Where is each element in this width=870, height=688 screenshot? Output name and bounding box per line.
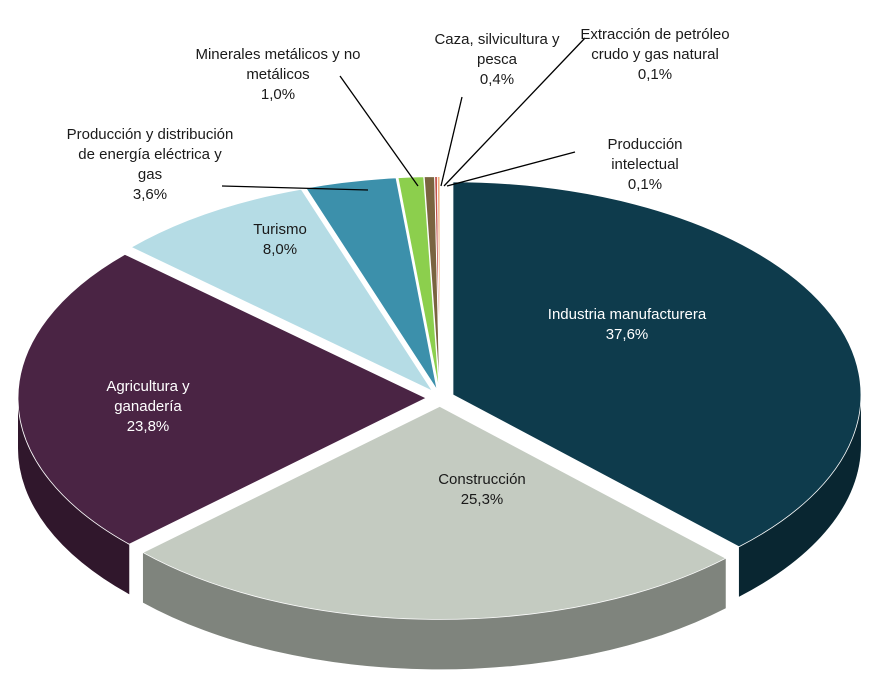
slice xyxy=(397,176,440,390)
slice-label: Caza, silvicultura y pesca 0,4% xyxy=(422,30,572,90)
category-name: Minerales metálicos y no metálicos xyxy=(195,46,361,83)
slice-label: Construcción 25,3% xyxy=(412,470,552,510)
value-label: 8,0% xyxy=(262,241,298,258)
slice xyxy=(452,181,862,548)
category-name: Turismo xyxy=(253,221,307,238)
category-name: Agricultura y ganadería xyxy=(106,378,190,415)
value-label: 0,1% xyxy=(627,176,663,193)
slice-label: Producción y distribución de energía elé… xyxy=(65,125,235,205)
leader-line xyxy=(339,75,419,187)
category-name: Caza, silvicultura y pesca xyxy=(434,31,560,68)
value-label: 3,6% xyxy=(132,186,168,203)
category-name: Producción y distribución de energía elé… xyxy=(66,126,234,183)
slice xyxy=(142,405,727,620)
value-label: 37,6% xyxy=(605,326,649,343)
value-label: 1,0% xyxy=(260,86,296,103)
slice-label: Extracción de petróleo crudo y gas natur… xyxy=(570,25,740,85)
value-label: 0,4% xyxy=(479,71,515,88)
leader-line xyxy=(446,151,576,187)
slice-shade xyxy=(142,552,726,670)
slice-label: Minerales metálicos y no metálicos 1,0% xyxy=(188,45,368,105)
category-name: Construcción xyxy=(438,471,526,488)
slice-label: Turismo 8,0% xyxy=(230,220,330,260)
leader-line xyxy=(221,185,369,191)
value-label: 25,3% xyxy=(460,491,504,508)
slice-shade xyxy=(18,398,130,595)
leader-line xyxy=(440,96,463,187)
tops xyxy=(17,176,862,620)
slice-label: Producción intelectual 0,1% xyxy=(585,135,705,195)
slice xyxy=(17,253,427,545)
category-name: Producción intelectual xyxy=(607,136,683,173)
slice-side xyxy=(738,394,861,597)
slice xyxy=(436,176,441,390)
leader-line xyxy=(443,37,586,187)
slice-side xyxy=(18,398,130,595)
slice xyxy=(130,188,434,392)
value-label: 23,8% xyxy=(126,418,170,435)
category-name: Industria manufacturera xyxy=(547,306,707,323)
walls xyxy=(18,394,861,670)
slice-label: Agricultura y ganadería 23,8% xyxy=(78,377,218,437)
category-name: Extracción de petróleo crudo y gas natur… xyxy=(580,26,730,63)
slice-shade xyxy=(738,394,861,597)
slice-side xyxy=(142,552,726,670)
value-label: 0,1% xyxy=(637,66,673,83)
slice-label: Industria manufacturera 37,6% xyxy=(547,305,707,345)
